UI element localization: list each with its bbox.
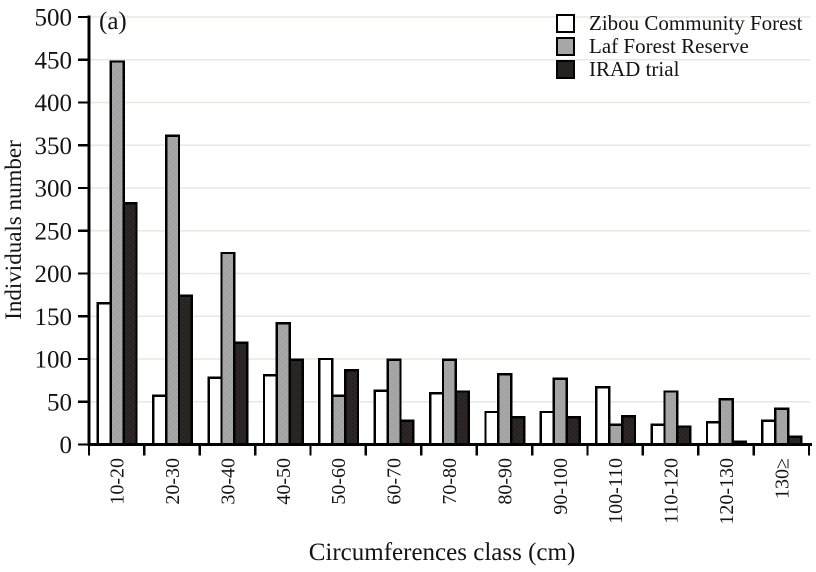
bar	[318, 357, 334, 446]
bar	[650, 423, 666, 446]
y-tick-label: 400	[35, 90, 73, 117]
y-tick-label: 500	[35, 5, 73, 32]
bar	[428, 392, 445, 446]
bar	[373, 389, 389, 446]
bar	[331, 394, 347, 446]
legend-item: IRAD trial	[556, 58, 803, 81]
bar	[510, 415, 526, 446]
x-tick-label: 80-90	[494, 458, 516, 505]
bar	[565, 415, 581, 446]
bar	[705, 421, 722, 446]
legend-label: Laf Forest Reserve	[589, 34, 749, 58]
bar	[233, 341, 249, 446]
legend-label: IRAD trial	[589, 57, 680, 81]
bar	[343, 368, 360, 446]
legend-swatch-irad	[556, 60, 575, 79]
x-tick-label: 90-100	[550, 458, 572, 515]
bar	[761, 419, 777, 446]
bar	[399, 419, 415, 446]
bar	[552, 377, 568, 446]
y-tick-label: 0	[60, 432, 73, 459]
bar	[484, 410, 500, 446]
bar	[122, 202, 138, 446]
bar	[386, 358, 402, 446]
y-tick-label: 250	[35, 218, 73, 245]
bar	[607, 423, 624, 446]
bar	[220, 251, 236, 446]
x-tick-label: 60-70	[384, 458, 406, 505]
bar	[718, 397, 735, 446]
x-tick-label: 120-130	[716, 458, 738, 525]
x-tick-label: 70-80	[439, 458, 461, 505]
bar	[96, 302, 112, 446]
y-tick-label: 100	[35, 347, 73, 374]
x-tick-label: 50-60	[328, 458, 350, 505]
x-tick-label: 30-40	[217, 458, 239, 505]
y-tick-label: 200	[35, 261, 73, 288]
legend-label: Zibou Community Forest	[589, 11, 803, 35]
y-tick-label: 50	[47, 389, 72, 416]
bar	[454, 390, 471, 446]
bar	[288, 358, 304, 446]
bar	[262, 374, 279, 446]
bar	[275, 321, 291, 446]
bar	[177, 294, 194, 446]
bar	[164, 134, 181, 446]
legend-swatch-laf	[556, 37, 575, 56]
bar	[539, 410, 555, 446]
x-tick-label: 100-110	[605, 458, 627, 524]
legend-swatch-zibou	[556, 14, 575, 33]
x-tick-label: 20-30	[162, 458, 184, 505]
x-tick-label: 10-20	[107, 458, 129, 505]
bar	[595, 386, 611, 446]
y-tick-label: 300	[35, 176, 73, 203]
bar	[620, 415, 637, 446]
bar	[151, 394, 168, 446]
bar	[497, 373, 513, 446]
x-tick-label: 40-50	[273, 458, 295, 505]
x-tick-label: 130≥	[771, 458, 793, 499]
bar	[663, 390, 679, 446]
panel-label: (a)	[99, 8, 127, 35]
x-tick-label: 110-120	[661, 458, 683, 524]
y-axis-title: Individuals number	[1, 140, 26, 320]
bar	[109, 60, 125, 446]
bar	[774, 407, 790, 446]
y-tick-label: 450	[35, 47, 73, 74]
legend-item: Zibou Community Forest	[556, 12, 803, 35]
bar	[441, 358, 458, 446]
bar	[207, 376, 223, 446]
legend-item: Laf Forest Reserve	[556, 35, 803, 58]
y-tick-label: 350	[35, 133, 73, 160]
x-axis-title: Circumferences class (cm)	[308, 539, 576, 566]
y-tick-label: 150	[35, 304, 73, 331]
legend: Zibou Community Forest Laf Forest Reserv…	[556, 12, 803, 81]
bar	[676, 425, 692, 446]
